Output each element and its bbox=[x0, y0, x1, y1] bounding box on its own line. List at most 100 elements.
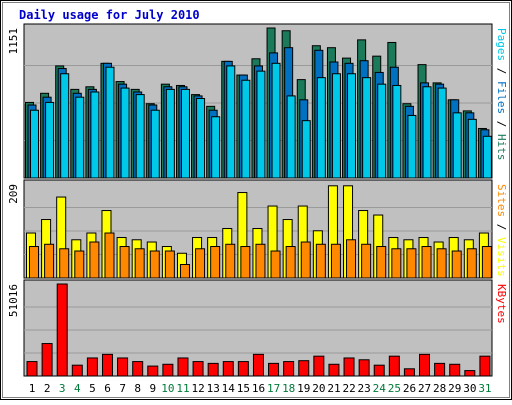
bar-sites-day-6 bbox=[104, 232, 115, 279]
x-tick-label: 10 bbox=[161, 382, 174, 395]
bar-sites-day-19 bbox=[300, 241, 311, 279]
bar-pages-day-22 bbox=[347, 73, 357, 179]
x-tick-label: 26 bbox=[403, 382, 416, 395]
x-tick-label: 12 bbox=[191, 382, 204, 395]
bar-kbytes-day-3 bbox=[56, 283, 68, 377]
bar-pages-day-21 bbox=[331, 73, 341, 179]
bar-kbytes-day-18 bbox=[283, 361, 295, 377]
x-tick-label: 22 bbox=[342, 382, 355, 395]
bar-pages-day-28 bbox=[437, 87, 447, 179]
bar-pages-day-31 bbox=[482, 135, 492, 179]
bar-kbytes-day-23 bbox=[358, 359, 370, 377]
legend-part: Visits bbox=[495, 237, 508, 277]
x-tick-label: 15 bbox=[237, 382, 250, 395]
bar-kbytes-day-19 bbox=[298, 360, 310, 377]
panel-legend-label: Pages / Files / Hits bbox=[495, 28, 508, 161]
x-tick-label: 17 bbox=[267, 382, 280, 395]
x-tick-label: 31 bbox=[478, 382, 491, 395]
bar-kbytes-day-17 bbox=[268, 362, 280, 377]
bar-pages-day-29 bbox=[452, 112, 462, 179]
bar-kbytes-day-5 bbox=[86, 357, 98, 377]
bar-pages-day-3 bbox=[60, 73, 70, 179]
x-tick-label: 25 bbox=[388, 382, 401, 395]
bar-kbytes-day-4 bbox=[71, 364, 83, 377]
bar-kbytes-day-26 bbox=[403, 368, 415, 377]
x-tick-label: 24 bbox=[373, 382, 387, 395]
legend-part: / bbox=[495, 114, 508, 134]
series-pages bbox=[30, 62, 492, 179]
bar-sites-day-5 bbox=[89, 241, 100, 279]
bar-kbytes-day-13 bbox=[207, 362, 219, 377]
bar-kbytes-day-2 bbox=[41, 343, 53, 377]
x-tick-label: 23 bbox=[358, 382, 371, 395]
bar-pages-day-25 bbox=[392, 84, 402, 179]
bar-kbytes-day-24 bbox=[373, 364, 385, 377]
legend-part: / bbox=[495, 61, 508, 81]
bar-pages-day-13 bbox=[211, 116, 221, 179]
panel-hits-files-pages: 1151 Pages / Files / Hits bbox=[7, 23, 508, 179]
x-tick-label: 14 bbox=[222, 382, 236, 395]
bar-sites-day-31 bbox=[481, 246, 492, 279]
x-tick-label: 27 bbox=[418, 382, 431, 395]
chart-inner-frame bbox=[2, 2, 510, 398]
bar-kbytes-day-9 bbox=[147, 365, 159, 377]
panels-layer: 1151 Pages / Files / Hits 209 Sites / Visit… bbox=[7, 23, 508, 377]
bar-kbytes-day-1 bbox=[26, 361, 38, 377]
bar-sites-day-4 bbox=[74, 250, 85, 279]
bar-pages-day-6 bbox=[105, 66, 115, 179]
bar-sites-day-14 bbox=[225, 243, 236, 279]
panel-max-label: 209 bbox=[7, 184, 20, 204]
bar-kbytes-day-29 bbox=[449, 363, 461, 377]
bar-sites-day-24 bbox=[376, 246, 387, 279]
bar-sites-day-16 bbox=[255, 243, 266, 279]
legend-part: Pages bbox=[495, 28, 508, 61]
bar-pages-day-12 bbox=[196, 98, 206, 179]
bar-pages-day-8 bbox=[135, 94, 145, 179]
x-tick-label: 9 bbox=[150, 382, 157, 395]
bar-kbytes-day-21 bbox=[328, 363, 340, 377]
panel-max-label: 1151 bbox=[7, 28, 20, 55]
x-tick-label: 21 bbox=[327, 382, 340, 395]
legend-part: Hits bbox=[495, 134, 508, 161]
bar-sites-day-17 bbox=[270, 250, 281, 279]
bar-pages-day-20 bbox=[316, 77, 326, 179]
bar-pages-day-9 bbox=[150, 109, 160, 179]
bar-pages-day-1 bbox=[30, 109, 39, 179]
bar-kbytes-day-30 bbox=[464, 370, 476, 377]
x-tick-label: 3 bbox=[59, 382, 66, 395]
bar-kbytes-day-14 bbox=[222, 361, 234, 377]
bar-pages-day-19 bbox=[301, 120, 311, 179]
bar-sites-day-11 bbox=[179, 264, 190, 279]
x-tick-label: 30 bbox=[463, 382, 476, 395]
x-tick-label: 16 bbox=[252, 382, 265, 395]
bar-kbytes-day-6 bbox=[101, 353, 113, 377]
x-tick-label: 1 bbox=[29, 382, 36, 395]
panel-legend-label: KBytes bbox=[495, 284, 508, 324]
bar-sites-day-25 bbox=[391, 248, 402, 279]
bar-pages-day-7 bbox=[120, 87, 130, 179]
panel-visits-sites: 209 Sites / Visits bbox=[7, 179, 508, 279]
bar-pages-day-27 bbox=[422, 86, 432, 179]
bar-pages-day-14 bbox=[226, 65, 236, 179]
bar-kbytes-day-27 bbox=[419, 353, 431, 377]
bar-sites-day-2 bbox=[44, 243, 55, 279]
bar-kbytes-day-25 bbox=[388, 355, 400, 377]
bar-sites-day-28 bbox=[436, 248, 447, 279]
series-sites bbox=[29, 232, 492, 279]
bar-pages-day-15 bbox=[241, 79, 251, 179]
x-tick-label: 29 bbox=[448, 382, 461, 395]
bar-sites-day-30 bbox=[466, 248, 477, 279]
x-tick-label: 7 bbox=[119, 382, 126, 395]
bar-sites-day-15 bbox=[240, 246, 251, 279]
bar-sites-day-23 bbox=[361, 243, 372, 279]
bar-sites-day-27 bbox=[421, 246, 432, 279]
x-tick-label: 6 bbox=[104, 382, 111, 395]
chart-title: Daily usage for July 2010 bbox=[19, 8, 200, 22]
x-tick-label: 19 bbox=[297, 382, 310, 395]
bar-kbytes-day-20 bbox=[313, 355, 325, 377]
bar-kbytes-day-10 bbox=[162, 363, 174, 377]
bar-sites-day-3 bbox=[59, 248, 70, 279]
x-tick-label: 8 bbox=[134, 382, 141, 395]
bar-pages-day-17 bbox=[271, 62, 281, 179]
